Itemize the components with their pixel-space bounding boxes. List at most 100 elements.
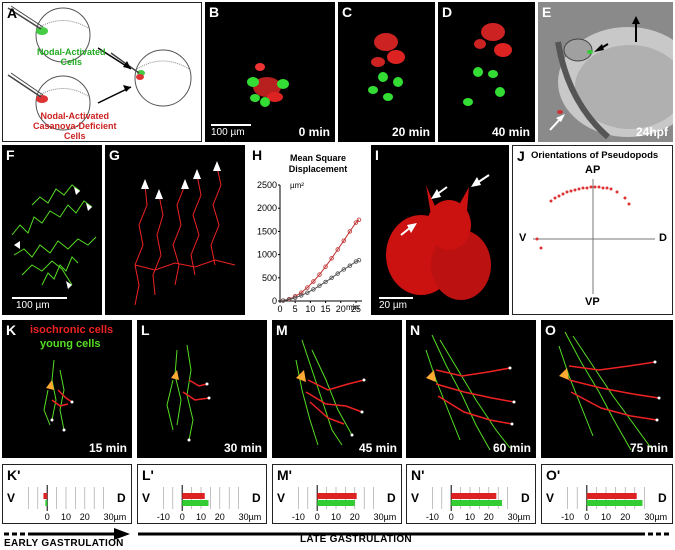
o-prime-v: V — [546, 491, 555, 505]
m-prime-bars: -10 0 10 20 30µm — [292, 485, 397, 522]
bar-tick-label: 10 — [465, 512, 475, 522]
time-b: 0 min — [298, 125, 330, 139]
panel-m-label: M — [276, 322, 288, 338]
bar-tick-label: 0 — [180, 512, 185, 522]
bar-tick-label: -10 — [561, 512, 574, 522]
bar-tick-label: 30µm — [374, 512, 397, 522]
msd-point — [299, 293, 304, 298]
isochronic-bar — [43, 493, 48, 499]
panel-o-prime: O' V D -10 0 10 20 30µm — [541, 464, 673, 524]
panel-i-label: I — [375, 147, 379, 163]
msd-y-tick-label: 2000 — [257, 203, 277, 213]
early-gastrulation-label: EARLY GASTRULATION — [4, 538, 124, 549]
msd-point — [317, 272, 322, 277]
bar-tick-label: -10 — [426, 512, 439, 522]
panel-n: N 60 min — [406, 320, 536, 458]
msd-x-tick-label: 0 — [277, 304, 282, 314]
n-prime-bars: -10 0 10 20 30µm — [426, 485, 530, 522]
msd-point — [329, 256, 334, 261]
panel-f-label: F — [6, 147, 15, 163]
n-prime-v: V — [411, 491, 420, 505]
bar-tick-label: 0 — [584, 512, 589, 522]
gastrulation-timeline — [4, 528, 672, 540]
bar-tick-label: 30µm — [644, 512, 667, 522]
msd-point — [305, 290, 310, 295]
trajectories-m — [295, 339, 366, 446]
time-m: 45 min — [358, 441, 397, 455]
bar-tick-label: 20 — [484, 512, 494, 522]
panel-m: M 45 min — [272, 320, 402, 458]
young-bar — [317, 500, 355, 506]
msd-x-tick-label: 5 — [293, 304, 298, 314]
time-l: 30 min — [223, 441, 262, 455]
bar-tick-label: -10 — [292, 512, 305, 522]
late-gastrulation-label: LATE GASTRULATION — [300, 534, 412, 545]
time-n: 60 min — [492, 441, 531, 455]
msd-y-tick-label: 1500 — [257, 226, 277, 236]
panel-m-prime: M' V D -10 0 10 20 30µm — [272, 464, 402, 524]
msd-series-line-2 — [282, 259, 360, 302]
young-bar — [182, 500, 209, 506]
panel-m-prime-label: M' — [277, 467, 292, 483]
time-e: 24hpf — [635, 125, 668, 139]
bar-tick-label: 20 — [215, 512, 225, 522]
msd-point — [323, 279, 328, 285]
msd-point — [335, 271, 340, 276]
axis-vp: VP — [585, 296, 600, 308]
msd-point — [356, 257, 362, 263]
k-prime-d: D — [117, 491, 126, 505]
legend-isochronic: isochronic cells — [30, 324, 114, 336]
panel-k: K isochronic cells young cells 15 min — [2, 320, 132, 458]
isochronic-bar — [317, 493, 357, 499]
panel-f: F 100 µm — [2, 145, 102, 315]
isochronic-bar — [182, 493, 205, 499]
bar-tick-label: 30µm — [104, 512, 127, 522]
time-k: 15 min — [88, 441, 127, 455]
bar-tick-label: 10 — [601, 512, 611, 522]
panel-i: I 20 µm — [371, 145, 509, 315]
scale-text-i: 20 µm — [379, 300, 407, 311]
green-caption-line-1: Nodal-Activated — [37, 47, 106, 57]
o-prime-d: D — [658, 491, 667, 505]
panel-b-label: B — [209, 4, 220, 20]
panel-g-label: G — [109, 147, 120, 163]
axis-v: V — [519, 232, 527, 244]
panel-a-label: A — [7, 5, 18, 21]
msd-point — [311, 287, 316, 292]
panel-l-prime: L' V D -10 0 10 20 30µm — [137, 464, 267, 524]
panel-d-label: D — [442, 4, 453, 20]
pseudopod-plot — [533, 179, 655, 294]
pseudopod-title: Orientations of Pseudopods — [531, 150, 659, 161]
msd-point — [347, 263, 353, 268]
panel-j: J Orientations of Pseudopods AP VP V D — [512, 145, 673, 315]
panel-n-prime: N' V D -10 0 10 20 30µm — [406, 464, 536, 524]
l-prime-v: V — [142, 491, 151, 505]
n-prime-d: D — [521, 491, 530, 505]
panel-o-label: O — [545, 322, 556, 338]
bar-tick-label: 20 — [350, 512, 360, 522]
msd-point — [286, 297, 292, 302]
msd-chart: 0 500 1000 1500 2000 2500 0 5 10 15 20 25 — [257, 180, 362, 314]
m-prime-d: D — [387, 491, 396, 505]
young-bar — [45, 500, 48, 506]
scale-text-b: 100 µm — [211, 127, 245, 138]
bar-tick-label: 20 — [80, 512, 90, 522]
scale-bar-b — [211, 124, 251, 126]
red-caption-line-1: Nodal-Activated — [40, 111, 110, 121]
msd-y-tick-label: 500 — [262, 273, 277, 283]
bar-tick-label: 0 — [315, 512, 320, 522]
trajectories-g — [134, 161, 236, 306]
msd-point — [341, 238, 346, 243]
young-bar — [451, 500, 502, 506]
k-prime-v: V — [7, 491, 16, 505]
time-c: 20 min — [391, 125, 430, 139]
red-caption-line-3: Cells — [64, 131, 86, 141]
msd-point — [347, 229, 353, 234]
msd-point — [356, 217, 362, 222]
green-caption-line-2: Cells — [60, 57, 83, 67]
bar-tick-label: 20 — [620, 512, 630, 522]
msd-y-tick-label: 2500 — [257, 180, 277, 190]
msd-point — [292, 295, 298, 300]
legend-young: young cells — [40, 338, 101, 350]
panel-c-label: C — [342, 4, 353, 20]
